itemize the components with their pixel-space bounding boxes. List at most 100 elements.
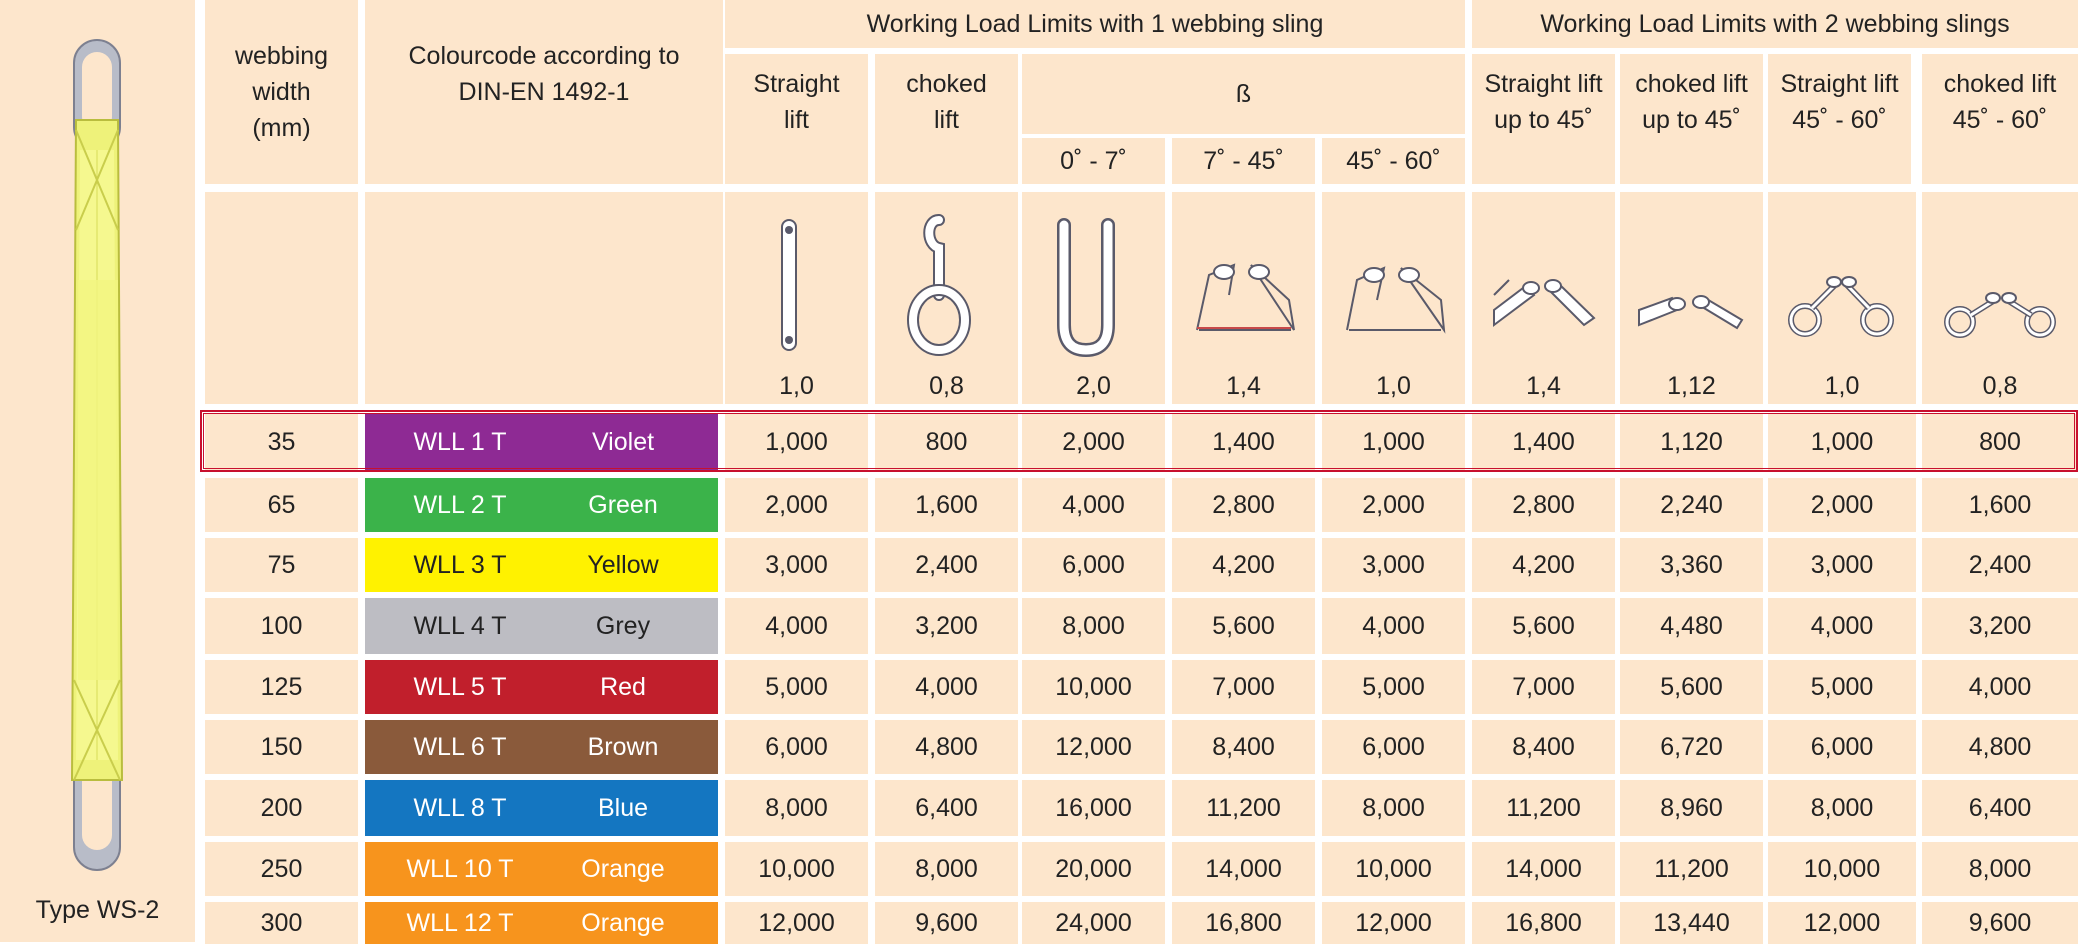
wll-value-cell: 2,400 — [875, 538, 1018, 592]
wll-value-cell: 12,000 — [1022, 720, 1165, 774]
wll-value-cell: 1,600 — [1922, 478, 2078, 532]
colour-swatch-red: WLL 5 T Red — [365, 660, 718, 714]
wll-value-cell: 12,000 — [1768, 902, 1916, 944]
wll-value-cell: 20,000 — [1022, 842, 1165, 896]
colour-name: Red — [600, 672, 646, 701]
wll-value-cell: 11,200 — [1472, 780, 1615, 836]
choked-lift-icon — [907, 214, 971, 356]
webbing-width-cell: 300 — [205, 902, 358, 944]
load-factor: 0,8 — [1982, 372, 2018, 400]
wll-value-cell: 14,000 — [1172, 842, 1315, 896]
wll-value-cell: 8,000 — [725, 780, 868, 836]
wll-value-cell: 5,000 — [1322, 660, 1465, 714]
header-colourcode: Colourcode according to DIN-EN 1492-1 — [365, 0, 723, 184]
header-straight-lift: Straight lift — [725, 54, 868, 184]
colour-name: Brown — [587, 732, 659, 761]
wll-value-cell: 11,200 — [1620, 842, 1763, 896]
wll-value-cell: 10,000 — [1322, 842, 1465, 896]
webbing-width-cell: 125 — [205, 660, 358, 714]
wll-value-cell: 10,000 — [1022, 660, 1165, 714]
wll-value-cell: 1,400 — [1472, 414, 1615, 470]
wll-value-cell: 3,000 — [1768, 538, 1916, 592]
wll-label: WLL 2 T — [413, 490, 507, 519]
load-factor: 0,8 — [929, 372, 964, 400]
wll-label: WLL 8 T — [413, 793, 507, 822]
wll-value-cell: 13,440 — [1620, 902, 1763, 944]
wll-label: WLL 1 T — [413, 427, 507, 456]
wll-value-cell: 11,200 — [1172, 780, 1315, 836]
webbing-sling-illustration — [70, 39, 124, 871]
colour-name: Violet — [591, 427, 655, 456]
load-factor: 1,4 — [1226, 372, 1261, 400]
colour-name: Orange — [581, 908, 665, 937]
wll-value-cell: 5,600 — [1620, 660, 1763, 714]
icon-cell: 2,0 — [1022, 192, 1165, 404]
header-beta: ß — [1022, 54, 1465, 134]
wll-value-cell: 6,400 — [1922, 780, 2078, 836]
webbing-width-cell: 65 — [205, 478, 358, 532]
wll-value-cell: 4,480 — [1620, 598, 1763, 654]
header-straight-lift-45-60: Straight lift 45˚ - 60˚ — [1768, 54, 1911, 184]
wll-value-cell: 1,000 — [1322, 414, 1465, 470]
colour-swatch-yellow: WLL 3 T Yellow — [365, 538, 718, 592]
wll-value-cell: 8,000 — [1322, 780, 1465, 836]
colour-swatch-green: WLL 2 T Green — [365, 478, 718, 532]
wll-value-cell: 24,000 — [1022, 902, 1165, 944]
wll-value-cell: 9,600 — [1922, 902, 2078, 944]
wll-value-cell: 4,000 — [1022, 478, 1165, 532]
header-choked-lift-up-to-45: choked lift up to 45˚ — [1620, 54, 1763, 184]
colour-name: Grey — [595, 611, 651, 640]
wll-value-cell: 5,600 — [1472, 598, 1615, 654]
wll-value-cell: 6,000 — [725, 720, 868, 774]
wll-value-cell: 7,000 — [1472, 660, 1615, 714]
header-beta-0-7: 0˚ - 7˚ — [1022, 138, 1165, 184]
straight-lift-icon — [781, 219, 797, 351]
wll-value-cell: 3,000 — [725, 538, 868, 592]
colour-name: Blue — [597, 793, 649, 822]
header-straight-lift-up-to-45: Straight lift up to 45˚ — [1472, 54, 1615, 184]
basket-45-60-icon — [1346, 266, 1446, 334]
wll-value-cell: 4,200 — [1472, 538, 1615, 592]
sling-panel: Type WS-2 — [0, 0, 195, 942]
wll-value-cell: 3,200 — [1922, 598, 2078, 654]
header-choked-lift-45-60: choked lift 45˚ - 60˚ — [1922, 54, 2078, 184]
wll-value-cell: 800 — [875, 414, 1018, 470]
wll-value-cell: 8,000 — [875, 842, 1018, 896]
wll-label: WLL 4 T — [413, 611, 507, 640]
wll-value-cell: 2,800 — [1472, 478, 1615, 532]
wll-value-cell: 5,000 — [1768, 660, 1916, 714]
wll-value-cell: 2,000 — [725, 478, 868, 532]
colour-name: Orange — [581, 854, 665, 883]
wll-value-cell: 8,000 — [1922, 842, 2078, 896]
webbing-width-cell: 250 — [205, 842, 358, 896]
load-factor: 1,0 — [1376, 372, 1411, 400]
wll-value-cell: 6,000 — [1022, 538, 1165, 592]
wll-value-cell: 1,120 — [1620, 414, 1763, 470]
two-leg-choked-45-60-icon — [1944, 292, 2056, 338]
sling-type-caption: Type WS-2 — [35, 896, 160, 924]
wll-value-cell: 2,000 — [1022, 414, 1165, 470]
wll-value-cell: 800 — [1922, 414, 2078, 470]
header-webbing-width: webbing width (mm) — [205, 0, 358, 184]
header-choked-lift: choked lift — [875, 54, 1018, 184]
wll-value-cell: 8,000 — [1022, 598, 1165, 654]
icon-row-width-spacer — [205, 192, 358, 404]
two-leg-straight-45-60-icon — [1788, 276, 1894, 337]
icon-cell: 1,0 — [1768, 192, 1916, 404]
wll-value-cell: 8,960 — [1620, 780, 1763, 836]
header-group-two-slings: Working Load Limits with 2 webbing sling… — [1472, 0, 2078, 48]
load-factor: 1,0 — [779, 372, 814, 400]
load-factor: 1,0 — [1824, 372, 1860, 400]
colour-swatch-orange: WLL 10 T Orange — [365, 842, 718, 896]
wll-value-cell: 4,000 — [1322, 598, 1465, 654]
wll-value-cell: 3,200 — [875, 598, 1018, 654]
wll-value-cell: 4,000 — [1922, 660, 2078, 714]
wll-value-cell: 3,360 — [1620, 538, 1763, 592]
wll-value-cell: 1,000 — [1768, 414, 1916, 470]
wll-value-cell: 4,000 — [725, 598, 868, 654]
wll-value-cell: 12,000 — [725, 902, 868, 944]
colour-swatch-blue: WLL 8 T Blue — [365, 780, 718, 836]
wll-value-cell: 16,800 — [1172, 902, 1315, 944]
wll-value-cell: 2,800 — [1172, 478, 1315, 532]
colour-swatch-grey: WLL 4 T Grey — [365, 598, 718, 654]
